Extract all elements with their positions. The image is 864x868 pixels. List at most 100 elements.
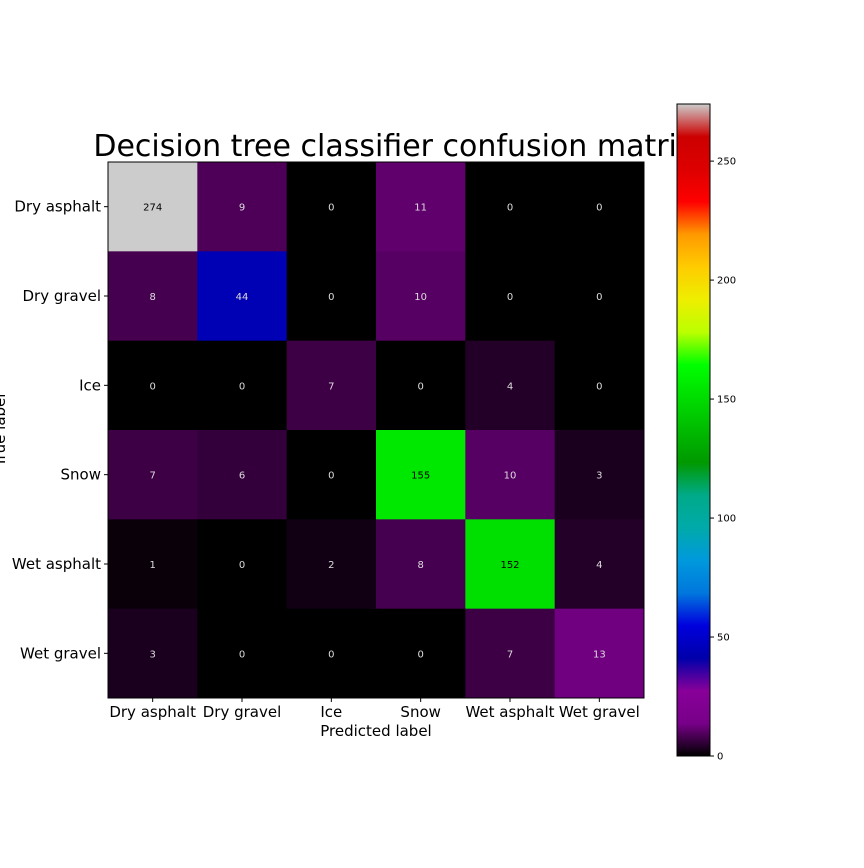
heatmap-cell [376, 608, 466, 699]
plot-frame [107, 161, 645, 699]
cell-value-label: 0 [149, 381, 155, 392]
cell-value-label: 13 [593, 649, 606, 660]
heatmap-cell [554, 162, 645, 252]
heatmap-cell [108, 519, 198, 610]
heatmap-cell [108, 430, 198, 520]
cell-value-label: 0 [596, 381, 602, 392]
y-tick-label: Snow [61, 466, 101, 484]
y-tick-label: Dry gravel [22, 287, 101, 305]
x-tick-label: Dry gravel [203, 703, 282, 721]
heatmap-cell [376, 340, 466, 431]
cell-value-label: 0 [328, 292, 334, 303]
heatmap-cell [376, 162, 466, 252]
y-tick-label: Ice [79, 376, 101, 394]
heatmap-cell [465, 340, 556, 431]
heatmap-cell [108, 162, 198, 252]
colorbar-tick-label: 100 [717, 514, 736, 525]
y-tick-label: Wet asphalt [12, 555, 101, 573]
colorbar-tick-label: 150 [717, 395, 736, 406]
cell-value-label: 2 [328, 560, 334, 571]
heatmap-cell [197, 608, 288, 699]
cell-value-labels: 274 9 0 11 0 08 44 0 10 0 00 0 7 0 4 07 6 0 155 10 31 0 2 8 152 4… [143, 203, 606, 661]
cell-value-label: 8 [417, 560, 423, 571]
heatmap-cell [197, 430, 288, 520]
heatmap-cell [376, 430, 466, 520]
cell-value-label: 0 [328, 203, 334, 214]
cell-value-label: 0 [507, 292, 513, 303]
cell-value-label: 7 [507, 649, 513, 660]
x-axis-label: Predicted label [320, 722, 431, 740]
x-tick-label: Ice [320, 703, 342, 721]
cell-value-label: 0 [239, 560, 245, 571]
cell-value-label: 0 [239, 381, 245, 392]
cell-value-label: 7 [149, 471, 155, 482]
cell-value-label: 0 [328, 649, 334, 660]
heatmap-cell [286, 162, 377, 252]
cell-value-label: 0 [417, 381, 423, 392]
heatmap-cell [286, 519, 377, 610]
y-tick-label: Dry asphalt [14, 198, 101, 216]
colorbar-ticks: 0 50 100 150 200 250 [710, 157, 736, 763]
cell-value-label: 1 [149, 560, 155, 571]
cell-value-label: 9 [239, 203, 245, 214]
x-tick-label: Snow [400, 703, 440, 721]
heatmap-cell [108, 608, 198, 699]
y-axis-ticks: Dry asphalt Dry gravel Ice Snow Wet asphalt W… [12, 198, 108, 662]
heatmap-cell [554, 608, 645, 699]
cell-value-label: 4 [507, 381, 513, 392]
heatmap-cell [197, 519, 288, 610]
cell-value-label: 274 [143, 203, 162, 214]
heatmap-cell [554, 251, 645, 342]
heatmap-cell [465, 519, 556, 610]
cell-value-label: 10 [414, 292, 427, 303]
cell-value-label: 4 [596, 560, 602, 571]
y-tick-label: Wet gravel [20, 644, 101, 662]
heatmap-cell [465, 430, 556, 520]
colorbar-tick-label: 250 [717, 157, 736, 168]
heatmap-cell [465, 251, 556, 342]
heatmap-cell [108, 251, 198, 342]
heatmap-cell [286, 340, 377, 431]
heatmap-cell [554, 340, 645, 431]
x-tick-label: Wet asphalt [465, 703, 554, 721]
cell-value-label: 3 [596, 471, 602, 482]
heatmap-cell [197, 340, 288, 431]
cell-value-label: 0 [507, 203, 513, 214]
heatmap-cell [286, 430, 377, 520]
cell-value-label: 8 [149, 292, 155, 303]
y-axis-label: True label [0, 394, 9, 468]
heatmap-cell [465, 608, 556, 699]
cell-value-label: 3 [149, 649, 155, 660]
cell-value-label: 6 [239, 471, 245, 482]
heatmap-cell [286, 251, 377, 342]
heatmap-cell [197, 162, 288, 252]
heatmap-cell [376, 251, 466, 342]
colorbar-gradient [676, 103, 711, 757]
colorbar-tick-label: 50 [717, 633, 730, 644]
x-axis-ticks: Dry asphalt Dry gravel Ice Snow Wet asphalt W… [109, 698, 640, 721]
heatmap-cell [108, 340, 198, 431]
heatmap-cell [376, 519, 466, 610]
cell-value-label: 10 [504, 471, 517, 482]
heatmap-cell [554, 519, 645, 610]
colorbar-tick-label: 0 [717, 752, 723, 763]
x-tick-label: Wet gravel [559, 703, 640, 721]
heatmap-cell [554, 430, 645, 520]
cell-value-label: 155 [411, 471, 430, 482]
cell-value-label: 0 [596, 203, 602, 214]
colorbar: 0 50 100 150 200 250 [676, 103, 736, 763]
heatmap-cell [286, 608, 377, 699]
cell-value-label: 44 [236, 292, 249, 303]
heatmap-cell [197, 251, 288, 342]
heatmap-cell [465, 162, 556, 252]
heatmap-cells [108, 162, 645, 699]
cell-value-label: 0 [239, 649, 245, 660]
cell-value-label: 0 [328, 471, 334, 482]
x-tick-label: Dry asphalt [109, 703, 196, 721]
cell-value-label: 0 [417, 649, 423, 660]
cell-value-label: 7 [328, 381, 334, 392]
cell-value-label: 11 [414, 203, 427, 214]
cell-value-label: 152 [500, 560, 519, 571]
